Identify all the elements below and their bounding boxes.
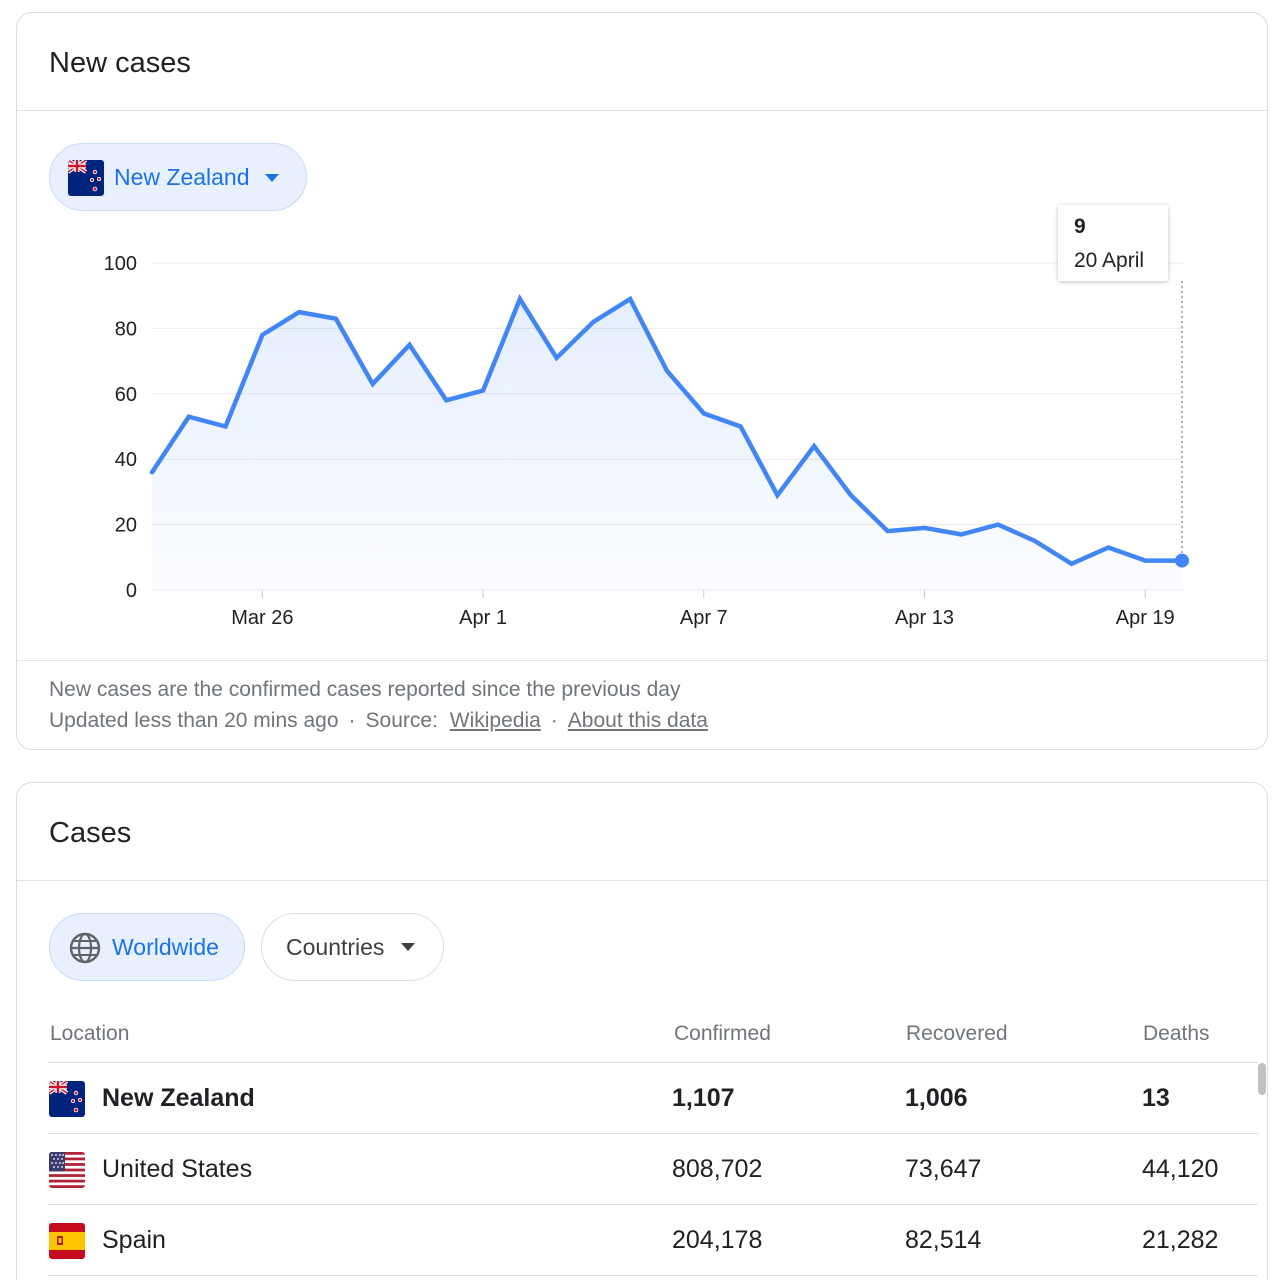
table-scrollbar[interactable]	[1258, 1063, 1266, 1095]
tooltip-date: 20 April	[1074, 249, 1145, 272]
new-zealand-flag-icon	[49, 1081, 85, 1117]
chart-tooltip: 9 20 April	[1058, 205, 1168, 281]
x-tick-label: Apr 7	[680, 607, 728, 629]
new-cases-chart[interactable]: 0 20 40 60 80 100 Mar 26 Apr 1 Apr 7 Apr 13 Apr 19	[0, 0, 1280, 640]
deaths-cell: 21,282	[1142, 1226, 1219, 1254]
x-tick-label: Apr 1	[459, 607, 507, 629]
confirmed-cell: 808,702	[672, 1155, 763, 1183]
worldwide-chip[interactable]: Worldwide	[49, 913, 245, 981]
recovered-cell: 82,514	[905, 1226, 982, 1254]
y-tick-label: 20	[115, 515, 137, 537]
united-states-flag-icon	[49, 1152, 85, 1188]
row-divider	[48, 1133, 1258, 1134]
chevron-down-icon	[265, 174, 279, 182]
highlight-point[interactable]	[1175, 553, 1189, 568]
y-tick-label: 80	[115, 318, 137, 340]
globe-icon	[68, 931, 102, 965]
row-divider	[48, 1275, 1258, 1276]
column-header-confirmed[interactable]: Confirmed	[674, 1022, 771, 1045]
x-tick-label: Apr 19	[1116, 607, 1175, 629]
separator-dot: ·	[550, 709, 558, 732]
deaths-cell: 44,120	[1142, 1155, 1219, 1183]
country-chip-label: New Zealand	[114, 164, 250, 190]
y-tick-label: 60	[115, 384, 137, 406]
location-cell: New Zealand	[102, 1084, 255, 1112]
countries-dropdown-label: Countries	[286, 934, 385, 960]
deaths-cell: 13	[1142, 1084, 1170, 1112]
footer-divider	[17, 660, 1267, 661]
y-tick-label: 40	[115, 449, 137, 471]
column-header-location[interactable]: Location	[50, 1022, 130, 1045]
row-divider	[48, 1204, 1258, 1205]
location-cell: Spain	[102, 1226, 166, 1254]
y-tick-label: 0	[126, 580, 137, 602]
column-header-deaths[interactable]: Deaths	[1143, 1022, 1210, 1045]
header-divider	[17, 110, 1267, 111]
location-cell: United States	[102, 1155, 253, 1183]
footnote-definition: New cases are the confirmed cases report…	[49, 678, 681, 701]
wikipedia-link[interactable]: Wikipedia	[449, 709, 541, 732]
footnote-update-line: Updated less than 20 mins ago · Source: Wi…	[49, 709, 708, 733]
y-tick-label: 100	[104, 253, 137, 275]
table-header-divider	[48, 1062, 1258, 1063]
countries-dropdown[interactable]: Countries	[261, 913, 444, 981]
confirmed-cell: 1,107	[672, 1084, 735, 1112]
separator-dot: ·	[348, 709, 356, 732]
column-header-recovered[interactable]: Recovered	[906, 1022, 1008, 1045]
confirmed-cell: 204,178	[672, 1226, 763, 1254]
about-this-data-link[interactable]: About this data	[567, 709, 708, 732]
tooltip-value: 9	[1074, 215, 1086, 238]
spain-flag-icon	[49, 1223, 85, 1259]
updated-text: Updated less than 20 mins ago	[49, 709, 339, 732]
x-tick-label: Mar 26	[231, 607, 293, 629]
recovered-cell: 73,647	[905, 1155, 982, 1183]
cases-title: Cases	[49, 817, 132, 849]
cases-card: Cases Worldwide Countries	[16, 782, 1268, 1280]
header-divider	[17, 880, 1267, 881]
series-line	[149, 294, 1185, 567]
new-cases-title: New cases	[49, 47, 191, 79]
new-zealand-flag-icon	[68, 160, 104, 196]
x-tick-label: Apr 13	[895, 607, 954, 629]
source-label: Source:	[365, 709, 438, 732]
recovered-cell: 1,006	[905, 1084, 968, 1112]
country-select-chip[interactable]: New Zealand	[49, 143, 307, 211]
chevron-down-icon	[401, 943, 415, 951]
worldwide-chip-label: Worldwide	[112, 934, 219, 960]
area-fill	[152, 299, 1182, 590]
